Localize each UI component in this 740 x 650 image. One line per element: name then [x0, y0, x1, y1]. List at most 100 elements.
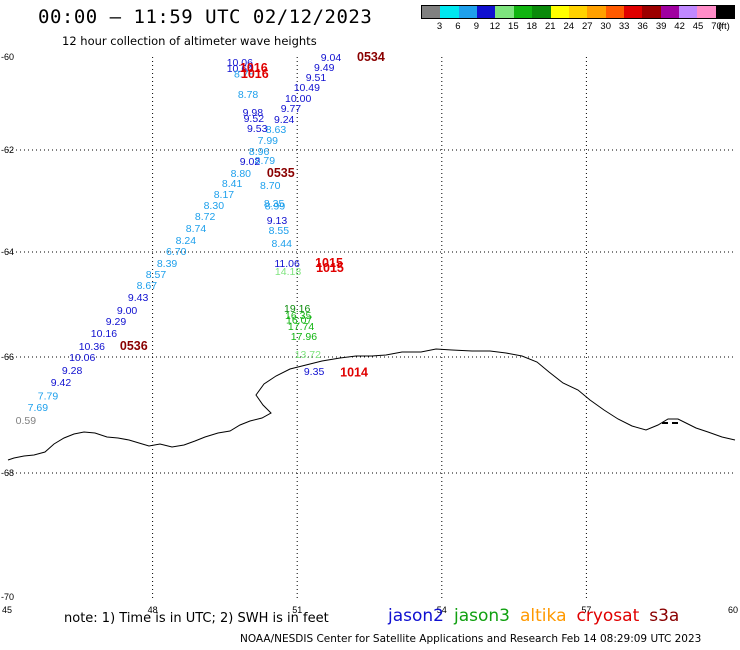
color-scale-swatch	[532, 6, 551, 18]
wave-height-label: 8.17	[214, 189, 235, 201]
pass-time-label: 1016	[240, 61, 268, 75]
wave-height-label: 8.80	[231, 168, 252, 180]
longitude-tick-label: 45	[2, 605, 12, 615]
wave-height-label: 8.35	[264, 198, 285, 210]
axis-tick-labels: -60 -62 -64 -66 -68 -70 45 48 51 54 57 60	[1, 52, 738, 615]
wave-height-label: 8.30	[204, 200, 225, 212]
color-scale-label: 6	[455, 21, 461, 32]
map-footer: NOAA/NESDIS Center for Satellite Applica…	[240, 633, 702, 645]
pass-time-label: 1016	[241, 67, 269, 81]
wave-height-label: 16.07	[286, 315, 312, 327]
color-scale-swatch	[422, 6, 441, 18]
satellite-legend: jason2 jason3 altika cryosat s3a	[388, 606, 689, 626]
wave-height-label: 8.78	[234, 69, 255, 81]
wave-height-label: 10.64	[227, 63, 253, 75]
color-scale-label: 27	[581, 21, 593, 32]
wave-height-label: 13.72	[295, 349, 321, 361]
color-scale-label: 15	[508, 21, 519, 32]
wave-height-label: 9.28	[62, 365, 83, 377]
longitude-tick-label: 60	[728, 605, 738, 615]
latitude-tick-label: -62	[1, 145, 14, 155]
color-scale-swatch	[550, 6, 569, 18]
map-note: note: 1) Time is in UTC; 2) SWH is in fe…	[64, 611, 329, 626]
latitude-tick-label: -68	[1, 468, 14, 478]
color-scale-swatch	[440, 6, 459, 18]
wave-height-label: 8.99	[265, 201, 286, 213]
color-scale-label: 9	[473, 21, 480, 32]
wave-height-label: 9.98	[243, 107, 264, 119]
wave-height-label: 9.51	[306, 72, 327, 84]
color-scale-swatch	[605, 6, 624, 18]
wave-height-label: 8.79	[255, 155, 276, 167]
color-scale-swatch	[587, 6, 606, 18]
color-scale-label: 33	[618, 21, 630, 32]
wave-height-label: 9.00	[117, 305, 138, 317]
color-scale-swatch	[513, 6, 533, 18]
color-scale-label: 42	[674, 21, 685, 32]
color-scale-swatch	[477, 6, 496, 18]
wave-height-label: 10.06	[227, 57, 253, 69]
satellite-legend-jason3: jason3	[454, 606, 510, 626]
wave-height-label: 8.74	[186, 223, 207, 235]
antarctic-coastline	[7, 348, 736, 461]
map-subtitle: 12 hour collection of altimeter wave hei…	[62, 34, 317, 48]
latitude-tick-label: -64	[1, 247, 14, 257]
color-scale-swatch	[697, 6, 716, 18]
color-scale-swatch	[660, 6, 680, 18]
longitude-tick-label: 51	[292, 605, 302, 615]
wave-height-label: 10.49	[294, 82, 320, 94]
color-scale-bar	[421, 5, 735, 19]
wave-height-label: 8.63	[266, 124, 287, 136]
wave-height-label: 10.16	[91, 328, 117, 340]
wave-height-label: 8.78	[238, 89, 259, 101]
color-scale-label: 30	[600, 21, 611, 32]
satellite-legend-altika: altika	[520, 606, 567, 626]
wave-height-label: 9.43	[128, 292, 149, 304]
map-title: 00:00 — 11:59 UTC 02/12/2023	[38, 6, 373, 28]
wave-height-label: 9.52	[244, 113, 265, 125]
color-scale-swatch	[495, 6, 514, 18]
wave-height-label: 7.79	[38, 390, 59, 402]
wave-height-label: 9.77	[281, 103, 302, 115]
wave-height-label: 17.96	[291, 331, 317, 343]
color-scale-swatch	[679, 6, 698, 18]
color-scale-swatch	[568, 6, 588, 18]
latitude-tick-label: -70	[1, 592, 14, 602]
pass-time-label: 1014	[340, 366, 368, 380]
wave-height-label: 16.35	[285, 310, 311, 322]
wave-height-label: 6.70	[166, 246, 187, 258]
color-scale-label: 18	[526, 21, 538, 32]
wave-height-label: 7.69	[28, 402, 49, 414]
longitude-tick-label: 48	[148, 605, 158, 615]
wave-height-label: 8.70	[260, 180, 281, 192]
map-grid	[8, 57, 735, 600]
color-scale-label: 39	[655, 21, 667, 32]
color-scale-swatch	[715, 6, 735, 18]
color-scale-swatch	[458, 6, 478, 18]
latitude-tick-label: -66	[1, 352, 14, 362]
wave-height-label: 9.02	[240, 156, 261, 168]
longitude-tick-label: 57	[581, 605, 591, 615]
color-scale-label: 70	[711, 21, 722, 32]
latitude-tick-label: -60	[1, 52, 14, 62]
wave-height-label: 9.29	[106, 316, 127, 328]
wave-height-label: 8.72	[195, 211, 216, 223]
wave-height-label: 9.35	[304, 366, 325, 378]
wave-height-label: 9.53	[247, 123, 268, 135]
color-scale-label: 21	[544, 21, 556, 32]
satellite-legend-cryosat: cryosat	[576, 606, 640, 626]
longitude-tick-label: 54	[437, 605, 447, 615]
color-scale-swatch	[623, 6, 643, 18]
wave-height-label: 0.59	[16, 415, 37, 427]
wave-height-label: 8.39	[157, 258, 178, 270]
wave-height-label: 19.16	[284, 303, 310, 315]
wave-height-label: 10.36	[79, 341, 105, 353]
pass-time-label: 1015	[316, 261, 344, 275]
wave-height-label: 10.00	[285, 93, 311, 105]
color-scale-label: 12	[489, 21, 501, 32]
pass-time-label: 0536	[120, 339, 148, 353]
wave-height-label: 7.99	[258, 135, 279, 147]
wave-height-label: 9.49	[314, 62, 335, 74]
